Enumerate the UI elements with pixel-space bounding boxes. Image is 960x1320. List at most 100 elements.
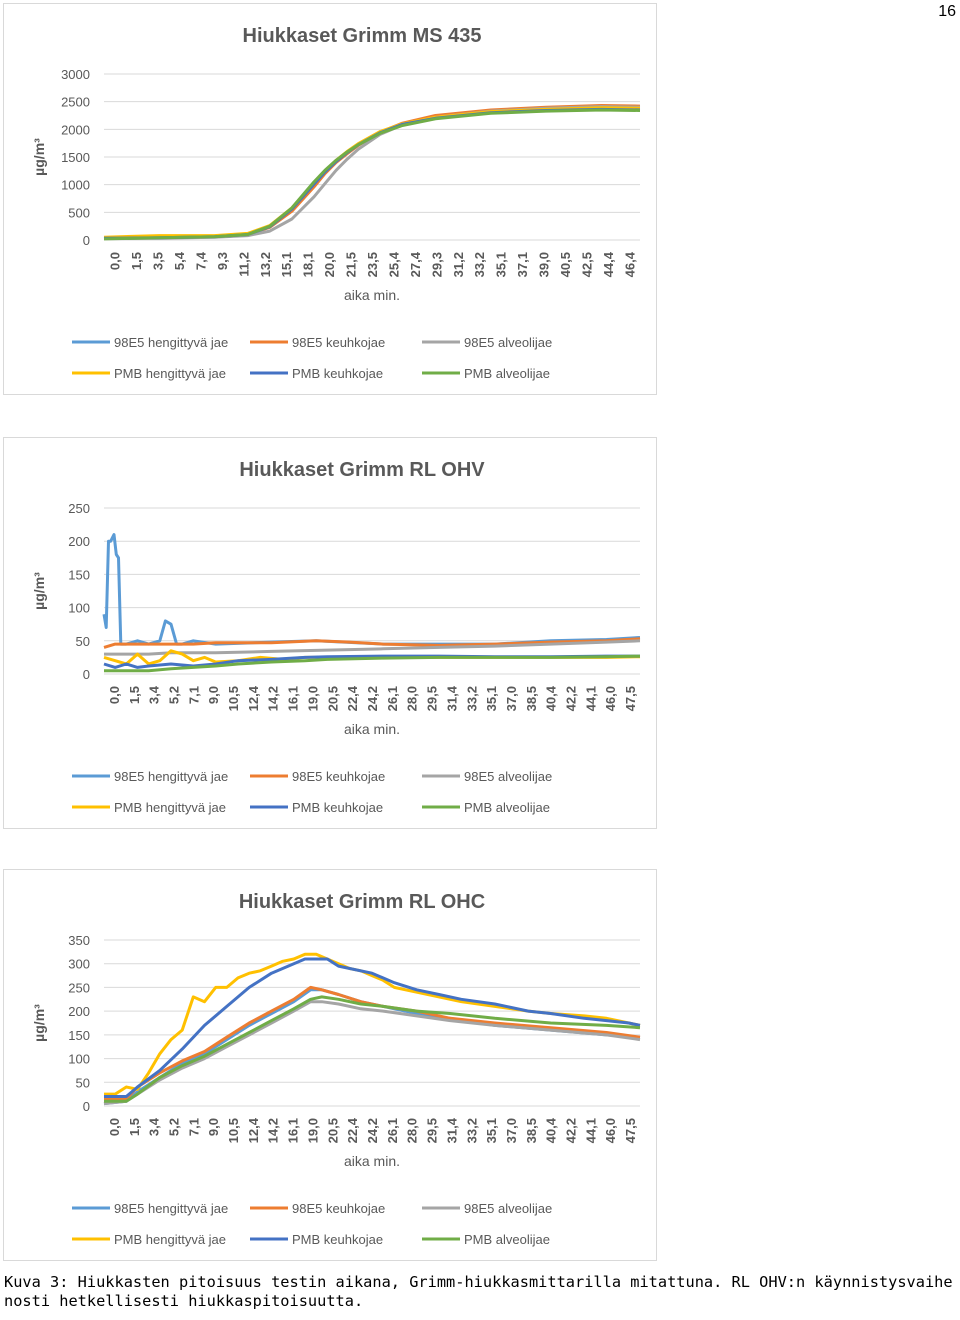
legend-label: 98E5 alveolijae xyxy=(464,335,552,350)
x-tick-label: 35,1 xyxy=(494,252,509,277)
y-tick-label: 1000 xyxy=(61,178,90,193)
y-tick-label: 2000 xyxy=(61,122,90,137)
x-tick-label: 3,5 xyxy=(151,252,166,270)
x-tick-label: 42,2 xyxy=(564,686,579,711)
legend-label: 98E5 keuhkojae xyxy=(292,769,385,784)
series-line-98e5-keuhkojae xyxy=(103,104,641,240)
x-tick-label: 5,4 xyxy=(172,251,187,270)
x-tick-label: 5,2 xyxy=(166,1118,181,1136)
x-tick-label: 40,4 xyxy=(544,685,559,711)
legend-label: 98E5 hengittyvä jae xyxy=(114,769,228,784)
y-tick-label: 150 xyxy=(68,567,90,582)
x-tick-label: 24,2 xyxy=(365,1118,380,1143)
x-tick-label: 38,5 xyxy=(524,1118,539,1143)
chart-ms435: Hiukkaset Grimm MS 435 0 500 1000 1500 2000 25… xyxy=(3,3,657,395)
x-tick-label: 11,2 xyxy=(236,252,251,277)
x-tick-label: 9,0 xyxy=(206,1118,221,1136)
legend-label: PMB keuhkojae xyxy=(292,800,383,815)
x-tick-label: 39,0 xyxy=(537,252,552,277)
y-tick-label: 250 xyxy=(68,980,90,995)
chart-rl-ohv: Hiukkaset Grimm RL OHV 0 50 100 150 200 250 µg/… xyxy=(3,437,657,829)
x-tick-label: 19,0 xyxy=(305,1118,320,1143)
x-tick-label: 31,2 xyxy=(451,252,466,277)
x-axis-label: aika min. xyxy=(344,287,400,303)
legend-label: 98E5 alveolijae xyxy=(464,769,552,784)
x-tick-label: 38,5 xyxy=(524,686,539,711)
x-tick-label: 46,0 xyxy=(603,1118,618,1143)
x-tick-label: 14,2 xyxy=(266,1118,281,1143)
series-line-98e5-alveolijae xyxy=(103,105,641,241)
y-tick-label: 300 xyxy=(68,957,90,972)
x-tick-label: 9,0 xyxy=(206,686,221,704)
x-tick-label: 33,2 xyxy=(472,252,487,277)
legend-label: PMB keuhkojae xyxy=(292,1232,383,1247)
chart-rl-ohc: Hiukkaset Grimm RL OHC 0 50 100 150 200 250 300… xyxy=(3,869,657,1261)
x-tick-label: 24,2 xyxy=(365,686,380,711)
legend-label: 98E5 hengittyvä jae xyxy=(114,1201,228,1216)
x-tick-label: 0,0 xyxy=(108,252,123,270)
legend-label: PMB hengittyvä jae xyxy=(114,800,226,815)
legend-label: PMB keuhkojae xyxy=(292,366,383,381)
x-tick-label: 44,1 xyxy=(583,1118,598,1143)
x-tick-label: 46,0 xyxy=(603,686,618,711)
x-tick-label: 47,5 xyxy=(623,1118,638,1143)
legend-label: 98E5 keuhkojae xyxy=(292,335,385,350)
y-tick-label: 250 xyxy=(68,501,90,516)
legend-label: PMB hengittyvä jae xyxy=(114,1232,226,1247)
x-tick-label: 1,5 xyxy=(127,686,142,704)
x-tick-label: 28,0 xyxy=(405,686,420,711)
y-axis-label: µg/m³ xyxy=(31,572,47,610)
x-tick-label: 3,4 xyxy=(147,1117,162,1136)
series-line-98e5-alveolijae xyxy=(104,639,641,656)
y-axis-label: µg/m³ xyxy=(31,1004,47,1042)
y-tick-label: 0 xyxy=(83,1099,90,1114)
x-tick-label: 35,1 xyxy=(484,1118,499,1143)
x-tick-label: 28,0 xyxy=(405,1118,420,1143)
legend-label: PMB alveolijae xyxy=(464,1232,550,1247)
chart-rl-ohv-svg: Hiukkaset Grimm RL OHV 0 50 100 150 200 250 µg/… xyxy=(31,459,641,815)
x-tick-label: 7,1 xyxy=(186,686,201,704)
x-tick-label: 29,5 xyxy=(425,686,440,711)
x-tick-label: 22,4 xyxy=(345,1117,360,1143)
x-tick-label: 10,5 xyxy=(226,686,241,711)
x-tick-label: 25,4 xyxy=(386,251,401,277)
x-tick-label: 37,0 xyxy=(504,686,519,711)
x-tick-label: 46,4 xyxy=(622,251,637,277)
y-tick-label: 200 xyxy=(68,1004,90,1019)
x-tick-label: 33,2 xyxy=(464,1118,479,1143)
series-line-pmb-hengittyv-jae xyxy=(104,952,641,1096)
x-tick-label: 22,4 xyxy=(345,685,360,711)
x-tick-label: 7,4 xyxy=(193,251,208,270)
x-tick-label: 42,2 xyxy=(564,1118,579,1143)
y-tick-label: 1500 xyxy=(61,150,90,165)
x-tick-label: 26,1 xyxy=(385,1118,400,1143)
x-tick-label: 42,5 xyxy=(579,252,594,277)
y-tick-label: 200 xyxy=(68,534,90,549)
x-tick-label: 16,1 xyxy=(286,1118,301,1143)
y-tick-label: 2500 xyxy=(61,95,90,110)
x-tick-label: 18,1 xyxy=(301,252,316,277)
x-axis-label: aika min. xyxy=(344,721,400,737)
series-line-98e5-keuhkojae xyxy=(104,985,641,1101)
chart-title: Hiukkaset Grimm RL OHC xyxy=(239,891,485,913)
x-tick-label: 37,0 xyxy=(504,1118,519,1143)
x-tick-label: 20,0 xyxy=(322,252,337,277)
chart-rl-ohc-svg: Hiukkaset Grimm RL OHC 0 50 100 150 200 250 300… xyxy=(31,891,641,1247)
series-line-98e5-hengittyv-jae xyxy=(102,533,641,646)
x-tick-label: 33,2 xyxy=(464,686,479,711)
x-tick-label: 23,5 xyxy=(365,252,380,277)
y-tick-label: 350 xyxy=(68,933,90,948)
y-tick-label: 0 xyxy=(83,667,90,682)
series-line-pmb-keuhkojae xyxy=(104,957,641,1098)
series-line-pmb-alveolijae xyxy=(104,995,641,1103)
y-tick-label: 100 xyxy=(68,1052,90,1067)
legend-label: PMB hengittyvä jae xyxy=(114,366,226,381)
x-tick-label: 31,4 xyxy=(444,1117,459,1143)
series-line-pmb-alveolijae xyxy=(103,108,641,241)
x-tick-label: 37,1 xyxy=(515,252,530,277)
x-tick-label: 21,5 xyxy=(344,252,359,277)
y-tick-label: 500 xyxy=(68,205,90,220)
legend-label: PMB alveolijae xyxy=(464,366,550,381)
x-tick-label: 14,2 xyxy=(266,686,281,711)
x-tick-label: 16,1 xyxy=(286,686,301,711)
